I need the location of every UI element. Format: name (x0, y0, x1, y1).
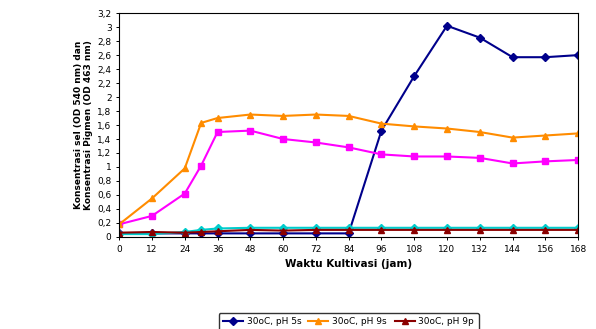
30oC, pH 9p (181, 231, 188, 235)
Y-axis label: Konsentrasi sel (OD 540 nm) dan
Konsentrasi Pigmen (OD 463 nm): Konsentrasi sel (OD 540 nm) dan Konsentr… (74, 40, 93, 210)
30oC, pH 7p (148, 232, 156, 236)
30oC, pH 5s (148, 231, 156, 235)
30oC, pH 7p (280, 226, 287, 230)
30oC, pH 9s (181, 166, 188, 170)
30oC, pH 7p (509, 226, 516, 230)
30oC, pH 5s (116, 231, 123, 235)
30oC, pH 9p (247, 228, 254, 232)
30oC, pH 5s (214, 231, 221, 235)
30oC, pH 5s (542, 55, 549, 59)
30oC, pH 7s (197, 164, 205, 167)
30oC, pH 7s (575, 158, 582, 162)
30oC, pH 5s (181, 231, 188, 235)
30oC, pH 7p (443, 226, 451, 230)
30oC, pH 5s (575, 53, 582, 57)
30oC, pH 9p (214, 229, 221, 233)
30oC, pH 7p (312, 226, 319, 230)
30oC, pH 7s (181, 191, 188, 195)
30oC, pH 7p (247, 226, 254, 230)
30oC, pH 7s (476, 156, 483, 160)
30oC, pH 9s (476, 130, 483, 134)
Line: 30oC, pH 9s: 30oC, pH 9s (116, 112, 581, 227)
30oC, pH 7s (214, 130, 221, 134)
30oC, pH 9p (378, 228, 385, 232)
30oC, pH 5s (197, 231, 205, 235)
30oC, pH 7p (411, 226, 418, 230)
30oC, pH 9s (378, 122, 385, 126)
30oC, pH 9s (345, 114, 352, 118)
30oC, pH 9s (542, 134, 549, 138)
30oC, pH 5s (312, 231, 319, 235)
Line: 30oC, pH 7s: 30oC, pH 7s (116, 128, 581, 227)
30oC, pH 7s (378, 152, 385, 156)
30oC, pH 5s (509, 55, 516, 59)
30oC, pH 7p (214, 226, 221, 230)
30oC, pH 9p (542, 228, 549, 232)
30oC, pH 5s (443, 24, 451, 28)
30oC, pH 7p (181, 230, 188, 234)
Line: 30oC, pH 9p: 30oC, pH 9p (116, 227, 581, 236)
30oC, pH 7s (280, 137, 287, 141)
30oC, pH 7s (345, 145, 352, 149)
X-axis label: Waktu Kultivasi (jam): Waktu Kultivasi (jam) (285, 259, 412, 269)
30oC, pH 9p (345, 228, 352, 232)
30oC, pH 9s (509, 136, 516, 139)
30oC, pH 7s (443, 155, 451, 159)
30oC, pH 9s (280, 114, 287, 118)
30oC, pH 7s (148, 214, 156, 218)
30oC, pH 9s (575, 131, 582, 136)
30oC, pH 9p (312, 228, 319, 232)
30oC, pH 9p (575, 228, 582, 232)
30oC, pH 9s (312, 113, 319, 116)
30oC, pH 9p (411, 228, 418, 232)
30oC, pH 7p (116, 232, 123, 236)
30oC, pH 9s (411, 124, 418, 128)
30oC, pH 5s (247, 231, 254, 235)
30oC, pH 9s (148, 196, 156, 200)
Line: 30oC, pH 5s: 30oC, pH 5s (116, 23, 581, 236)
30oC, pH 9s (116, 222, 123, 226)
30oC, pH 9p (443, 228, 451, 232)
30oC, pH 9p (476, 228, 483, 232)
30oC, pH 9p (197, 230, 205, 234)
30oC, pH 9s (443, 127, 451, 131)
30oC, pH 9s (247, 113, 254, 116)
30oC, pH 7s (247, 129, 254, 133)
Line: 30oC, pH 7p: 30oC, pH 7p (116, 225, 581, 237)
30oC, pH 5s (411, 74, 418, 78)
30oC, pH 7s (411, 155, 418, 159)
30oC, pH 5s (345, 231, 352, 235)
30oC, pH 7s (542, 159, 549, 163)
30oC, pH 7p (378, 226, 385, 230)
30oC, pH 5s (476, 36, 483, 39)
30oC, pH 9p (148, 230, 156, 234)
30oC, pH 7p (197, 228, 205, 232)
30oC, pH 7p (345, 226, 352, 230)
Legend: 30oC, pH 5s, 30oC, pH 7s, 30oC, pH 9s, 30oC, pH 7p, 30oC, pH 9p: 30oC, pH 5s, 30oC, pH 7s, 30oC, pH 9s, 3… (219, 313, 479, 329)
30oC, pH 5s (280, 231, 287, 235)
30oC, pH 7s (312, 140, 319, 144)
30oC, pH 7s (116, 222, 123, 226)
30oC, pH 9p (280, 229, 287, 233)
30oC, pH 7s (509, 162, 516, 165)
30oC, pH 7p (542, 226, 549, 230)
30oC, pH 9s (214, 116, 221, 120)
30oC, pH 7p (476, 226, 483, 230)
30oC, pH 7p (575, 226, 582, 230)
30oC, pH 9p (116, 231, 123, 235)
30oC, pH 9s (197, 121, 205, 125)
30oC, pH 9p (509, 228, 516, 232)
30oC, pH 5s (378, 129, 385, 133)
